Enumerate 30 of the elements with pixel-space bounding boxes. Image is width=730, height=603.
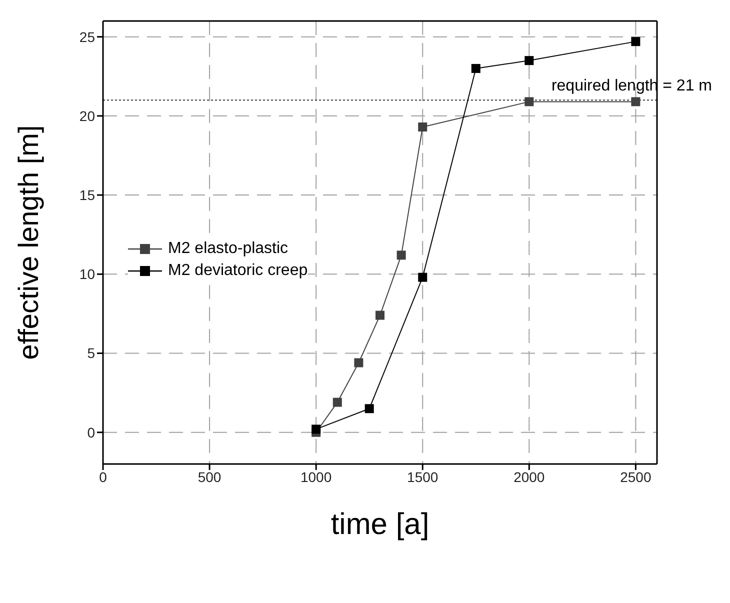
point — [332, 398, 342, 407]
x-tick-label: 2500 — [620, 468, 652, 485]
point — [396, 250, 406, 260]
x-axis-title: time [a] — [330, 508, 430, 541]
legend-label: M2 deviatoric creep — [168, 262, 308, 280]
point — [418, 122, 428, 132]
point — [418, 272, 428, 282]
y-axis-title: effective length [m] — [12, 125, 44, 360]
x-tick-label: 2000 — [514, 468, 545, 485]
point — [354, 358, 364, 368]
point — [471, 64, 480, 73]
x-tick-label: 0 — [99, 468, 108, 485]
y-tick-label: 20 — [79, 108, 96, 124]
point — [631, 37, 640, 46]
y-tick-label: 15 — [79, 187, 96, 204]
point — [524, 56, 534, 66]
legend-label: M2 elasto-plastic — [168, 240, 288, 258]
x-tick-label: 1000 — [300, 468, 332, 485]
x-tick-label: 500 — [198, 468, 222, 485]
point — [524, 97, 534, 106]
point — [364, 404, 374, 414]
point — [376, 310, 384, 320]
y-tick-label: 5 — [87, 345, 96, 362]
point — [312, 424, 321, 434]
y-tick-label: 10 — [79, 266, 96, 282]
ref-line-label: required length = 21 m — [551, 77, 712, 94]
point — [631, 97, 640, 106]
x-tick-label: 1500 — [407, 468, 438, 485]
y-tick-label: 0 — [87, 424, 96, 440]
y-tick-label: 25 — [79, 28, 96, 45]
